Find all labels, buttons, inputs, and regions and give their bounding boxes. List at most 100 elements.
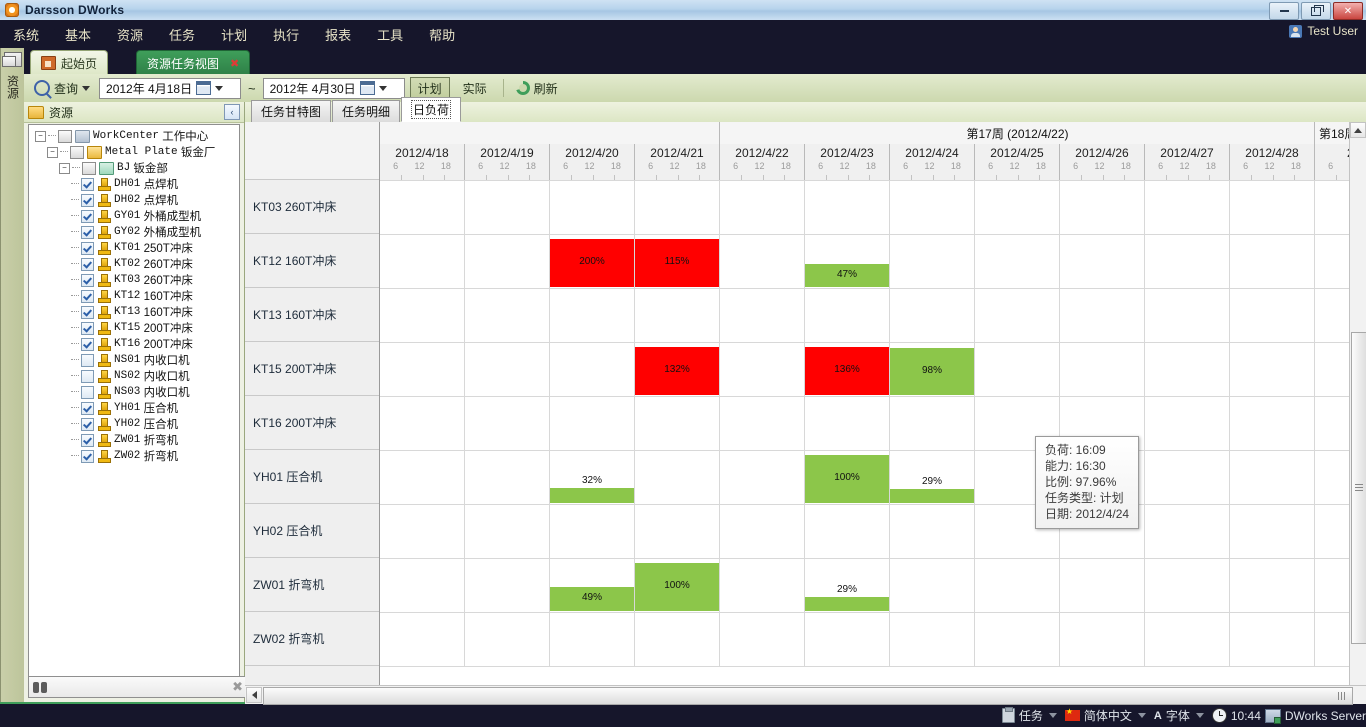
horizontal-scroll-thumb[interactable] (263, 687, 1353, 705)
tree-item-kt13[interactable]: KT13 160T冲床 (29, 304, 239, 320)
binoculars-icon[interactable] (33, 681, 47, 693)
tab-resource-task-view[interactable]: 资源任务视图 ✖ (136, 50, 251, 75)
load-bar[interactable]: 49% (550, 587, 634, 611)
load-bar[interactable]: 29% (890, 476, 974, 503)
load-bar[interactable]: 100% (805, 455, 889, 503)
tree-item-metal-plate[interactable]: − Metal Plate 钣金厂 (29, 144, 239, 160)
resource-row-header[interactable]: ZW02 折弯机 (245, 612, 379, 666)
load-bar[interactable]: 29% (805, 584, 889, 611)
tree-checkbox[interactable] (81, 241, 94, 255)
tree-item-dh02[interactable]: DH02 点焊机 (29, 192, 239, 208)
resource-row-header[interactable]: KT13 160T冲床 (245, 288, 379, 342)
left-rail[interactable]: 资源 (0, 48, 26, 705)
load-bar[interactable]: 200% (550, 239, 634, 287)
tab-daily-load[interactable]: 日负荷 (401, 97, 462, 122)
load-bar[interactable]: 98% (890, 348, 974, 395)
scroll-up-button[interactable] (1350, 122, 1366, 138)
tree-item-zw01[interactable]: ZW01 折弯机 (29, 432, 239, 448)
tree-checkbox[interactable] (81, 433, 94, 447)
calendar-icon-2[interactable] (359, 81, 375, 95)
tree-item-kt02[interactable]: KT02 260T冲床 (29, 256, 239, 272)
collapse-panel-button[interactable]: ‹ (224, 104, 240, 120)
tree-checkbox[interactable] (81, 353, 94, 367)
task-chevron-down-icon[interactable] (1048, 713, 1057, 718)
menu-item-execute[interactable]: 执行 (273, 27, 300, 43)
resource-row-header[interactable]: YH02 压合机 (245, 504, 379, 558)
scroll-left-button[interactable] (246, 687, 262, 703)
menu-item-report[interactable]: 报表 (325, 27, 352, 43)
tree-checkbox[interactable] (81, 337, 94, 351)
tree-checkbox[interactable] (81, 225, 94, 239)
tree-checkbox[interactable] (81, 209, 94, 223)
tree-expander[interactable]: − (35, 130, 46, 142)
menu-item-help[interactable]: 帮助 (429, 27, 456, 43)
tree-item-dh01[interactable]: DH01 点焊机 (29, 176, 239, 192)
menu-item-tools[interactable]: 工具 (377, 27, 404, 43)
tree-node-box-icon[interactable] (70, 145, 84, 159)
actual-toggle-button[interactable]: 实际 (462, 81, 487, 96)
tree-checkbox[interactable] (81, 417, 94, 431)
calendar-icon[interactable] (196, 81, 212, 95)
tree-item-yh01[interactable]: YH01 压合机 (29, 400, 239, 416)
tab-close-icon[interactable]: ✖ (230, 57, 240, 70)
tree-item-kt16[interactable]: KT16 200T冲床 (29, 336, 239, 352)
tree-checkbox[interactable] (81, 273, 94, 287)
status-task[interactable]: 任务 (1001, 707, 1061, 724)
tab-gantt[interactable]: 任务甘特图 (251, 100, 332, 122)
date-from-chevron-down-icon[interactable] (215, 85, 224, 91)
resource-tree[interactable]: − WorkCenter 工作中心 − Metal Plate 钣金厂 − BJ 钣金部 D… (28, 124, 240, 679)
tree-item-kt03[interactable]: KT03 260T冲床 (29, 272, 239, 288)
close-icon[interactable]: ✖ (232, 679, 243, 694)
date-to-input[interactable]: 2012年 4月30日 (262, 77, 405, 99)
load-bar[interactable]: 132% (635, 347, 719, 395)
language-chevron-down-icon[interactable] (1137, 713, 1146, 718)
tree-item-ns03[interactable]: NS03 内收口机 (29, 384, 239, 400)
chevron-down-icon[interactable] (82, 85, 91, 91)
menu-item-basic[interactable]: 基本 (65, 27, 92, 43)
tree-checkbox[interactable] (81, 321, 94, 335)
plan-toggle-button[interactable]: 计划 (409, 76, 450, 100)
tree-item-kt01[interactable]: KT01 250T冲床 (29, 240, 239, 256)
tree-item-gy02[interactable]: GY02 外桶成型机 (29, 224, 239, 240)
maximize-button[interactable] (1301, 2, 1331, 20)
load-bar[interactable]: 115% (635, 239, 719, 287)
tree-checkbox[interactable] (81, 193, 94, 207)
tree-node-box-icon[interactable] (58, 129, 72, 143)
tab-task-detail[interactable]: 任务明细 (332, 100, 401, 122)
load-bar[interactable]: 47% (805, 264, 889, 287)
resource-row-header[interactable]: KT16 200T冲床 (245, 396, 379, 450)
resource-row-header[interactable]: KT15 200T冲床 (245, 342, 379, 396)
tree-item-gy01[interactable]: GY01 外桶成型机 (29, 208, 239, 224)
tree-item-ns01[interactable]: NS01 内收口机 (29, 352, 239, 368)
date-from-input[interactable]: 2012年 4月18日 (99, 77, 242, 99)
minimize-button[interactable] (1269, 2, 1299, 20)
tree-expander[interactable]: − (47, 146, 58, 158)
menu-item-resource[interactable]: 资源 (117, 27, 144, 43)
tree-item-kt12[interactable]: KT12 160T冲床 (29, 288, 239, 304)
tree-node-box-icon[interactable] (82, 161, 96, 175)
menu-item-plan[interactable]: 计划 (221, 27, 248, 43)
menu-item-task[interactable]: 任务 (169, 27, 196, 43)
query-button[interactable]: 查询 (30, 78, 94, 99)
tree-checkbox[interactable] (81, 369, 94, 383)
tree-item-yh02[interactable]: YH02 压合机 (29, 416, 239, 432)
status-language[interactable]: 简体中文 (1064, 707, 1150, 724)
current-user[interactable]: Test User (1289, 24, 1358, 38)
tab-start-page[interactable]: 起始页 (30, 50, 109, 75)
tree-checkbox[interactable] (81, 401, 94, 415)
tree-item-kt15[interactable]: KT15 200T冲床 (29, 320, 239, 336)
tree-checkbox[interactable] (81, 305, 94, 319)
tree-item-workcenter[interactable]: − WorkCenter 工作中心 (29, 128, 239, 144)
tree-item-bj[interactable]: − BJ 钣金部 (29, 160, 239, 176)
tree-checkbox[interactable] (81, 289, 94, 303)
horizontal-scrollbar[interactable] (245, 685, 1366, 705)
vertical-scroll-thumb[interactable] (1351, 332, 1366, 644)
close-button[interactable]: ✕ (1333, 2, 1363, 20)
tree-checkbox[interactable] (81, 449, 94, 463)
status-font[interactable]: A 字体 (1154, 707, 1208, 724)
date-to-chevron-down-icon[interactable] (378, 85, 387, 91)
resource-row-header[interactable]: KT03 260T冲床 (245, 180, 379, 234)
load-bar[interactable]: 100% (635, 563, 719, 611)
load-bar[interactable]: 32% (550, 475, 634, 503)
resource-row-header[interactable]: ZW01 折弯机 (245, 558, 379, 612)
